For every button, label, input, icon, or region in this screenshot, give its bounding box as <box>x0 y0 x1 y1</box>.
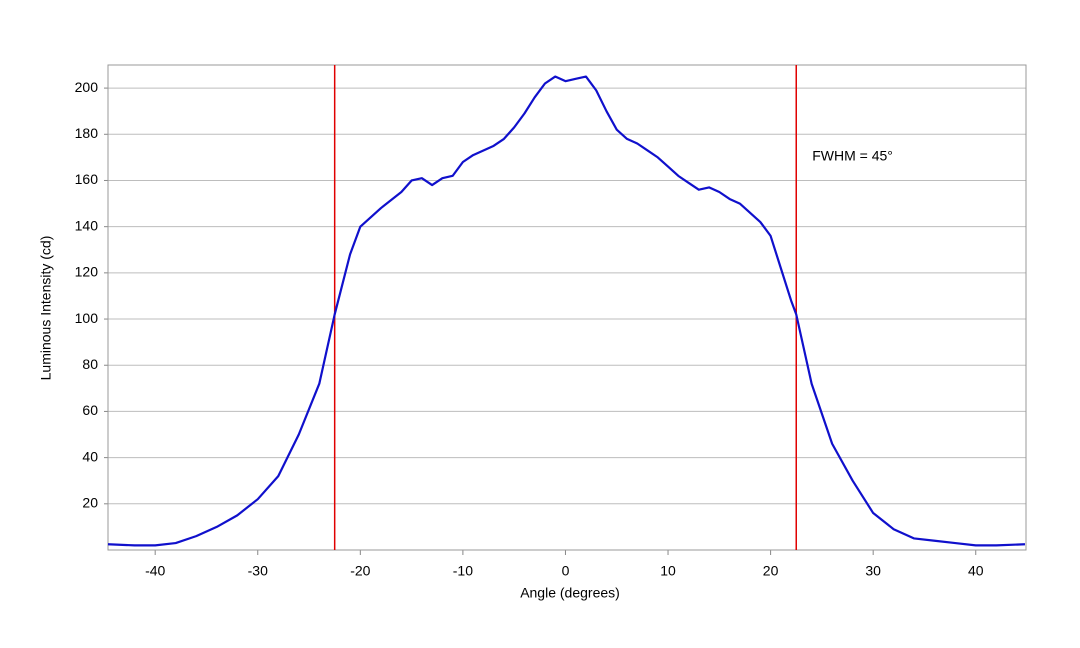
y-tick-label: 60 <box>82 402 98 418</box>
y-tick-label: 100 <box>75 310 99 326</box>
x-tick-label: -10 <box>453 563 473 579</box>
x-tick-label: 10 <box>660 563 676 579</box>
x-tick-label: 20 <box>763 563 779 579</box>
data-line <box>107 75 1026 547</box>
y-axis-label: Luminous Intensity (cd) <box>38 236 54 381</box>
y-tick-label: 80 <box>82 356 98 372</box>
annotation: FWHM = 45° <box>812 148 893 164</box>
x-tick-label: -40 <box>145 563 165 579</box>
x-tick-label: 0 <box>562 563 570 579</box>
x-tick-label: -20 <box>350 563 370 579</box>
x-tick-label: 40 <box>968 563 984 579</box>
y-tick-label: 200 <box>75 79 99 95</box>
y-tick-label: 40 <box>82 448 98 464</box>
x-tick-label: -30 <box>248 563 268 579</box>
x-axis-label: Angle (degrees) <box>520 585 620 601</box>
y-tick-label: 160 <box>75 171 99 187</box>
y-tick-label: 140 <box>75 217 99 233</box>
x-tick-label: 30 <box>865 563 881 579</box>
y-tick-label: 20 <box>82 495 98 511</box>
y-tick-label: 180 <box>75 125 99 141</box>
y-tick-label: 120 <box>75 264 99 280</box>
plot-border <box>107 64 1027 551</box>
